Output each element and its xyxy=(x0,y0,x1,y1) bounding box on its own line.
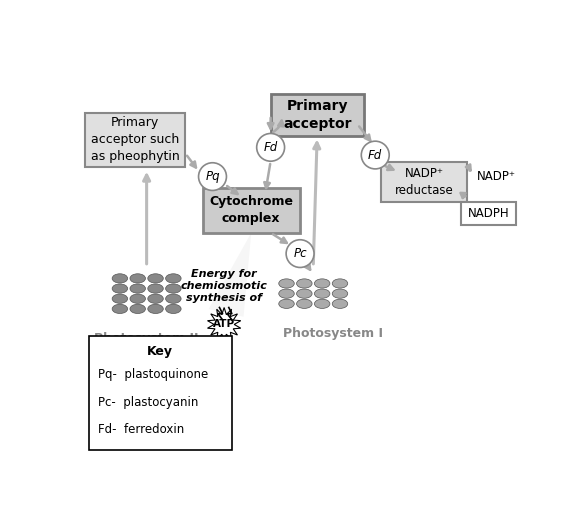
Ellipse shape xyxy=(148,294,164,303)
Ellipse shape xyxy=(166,304,181,314)
Text: Pq-  plastoquinone: Pq- plastoquinone xyxy=(98,368,208,381)
Ellipse shape xyxy=(148,304,164,314)
Text: Primary
acceptor such
as pheophytin: Primary acceptor such as pheophytin xyxy=(91,116,179,163)
Text: Fd-  ferredoxin: Fd- ferredoxin xyxy=(98,423,184,436)
Circle shape xyxy=(199,163,227,191)
Ellipse shape xyxy=(314,289,330,298)
Ellipse shape xyxy=(112,304,128,314)
FancyBboxPatch shape xyxy=(461,202,516,225)
Text: Photosystem II: Photosystem II xyxy=(95,332,199,345)
Ellipse shape xyxy=(112,274,128,283)
Ellipse shape xyxy=(130,304,145,314)
Ellipse shape xyxy=(314,299,330,309)
Ellipse shape xyxy=(279,279,294,288)
Ellipse shape xyxy=(130,294,145,303)
Ellipse shape xyxy=(297,299,312,309)
Text: Pc-  plastocyanin: Pc- plastocyanin xyxy=(98,396,198,409)
Text: Fd: Fd xyxy=(368,149,383,161)
Ellipse shape xyxy=(130,284,145,293)
FancyBboxPatch shape xyxy=(85,113,185,167)
FancyBboxPatch shape xyxy=(203,188,300,233)
Ellipse shape xyxy=(332,289,347,298)
Circle shape xyxy=(361,141,389,169)
Text: Energy for
chemiosmotic
synthesis of: Energy for chemiosmotic synthesis of xyxy=(180,269,267,303)
Text: NADPH: NADPH xyxy=(468,207,509,220)
Ellipse shape xyxy=(112,294,128,303)
Text: Fd: Fd xyxy=(263,141,278,154)
Ellipse shape xyxy=(148,274,164,283)
Ellipse shape xyxy=(332,279,347,288)
Polygon shape xyxy=(208,233,251,317)
Text: ATP: ATP xyxy=(213,319,235,329)
Ellipse shape xyxy=(297,289,312,298)
Ellipse shape xyxy=(332,299,347,309)
FancyBboxPatch shape xyxy=(381,162,467,202)
Text: Photosystem I: Photosystem I xyxy=(283,327,383,340)
FancyBboxPatch shape xyxy=(270,94,364,136)
Text: Cytochrome
complex: Cytochrome complex xyxy=(209,195,293,226)
FancyBboxPatch shape xyxy=(89,336,232,450)
Ellipse shape xyxy=(166,284,181,293)
Text: Primary
acceptor: Primary acceptor xyxy=(283,99,352,131)
Circle shape xyxy=(257,134,284,161)
Ellipse shape xyxy=(112,284,128,293)
Ellipse shape xyxy=(130,274,145,283)
Ellipse shape xyxy=(297,279,312,288)
Ellipse shape xyxy=(148,284,164,293)
Ellipse shape xyxy=(279,299,294,309)
Text: NADP⁺: NADP⁺ xyxy=(477,170,516,183)
Ellipse shape xyxy=(314,279,330,288)
Polygon shape xyxy=(207,307,241,341)
Ellipse shape xyxy=(166,294,181,303)
Text: Key: Key xyxy=(147,345,173,358)
Circle shape xyxy=(286,240,314,267)
Text: NADP⁺
reductase: NADP⁺ reductase xyxy=(395,167,453,197)
Text: Pc: Pc xyxy=(293,247,307,260)
Text: Pq: Pq xyxy=(205,170,220,183)
Ellipse shape xyxy=(279,289,294,298)
Ellipse shape xyxy=(166,274,181,283)
